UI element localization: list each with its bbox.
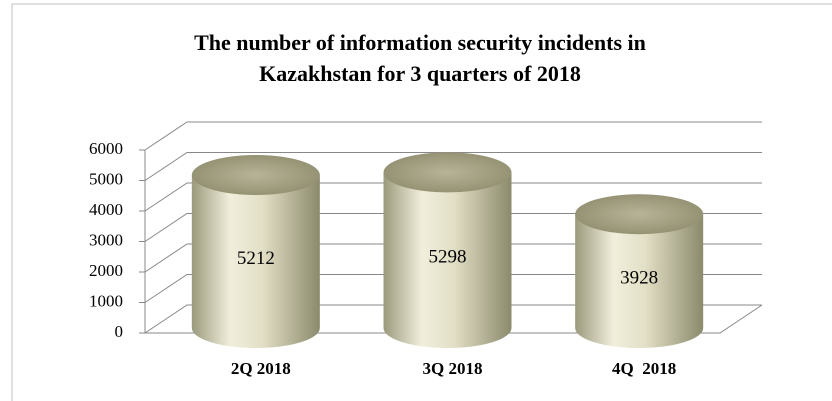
value-label: 5298: [429, 247, 467, 268]
cylinder-top: [575, 194, 704, 235]
cylinder: [191, 175, 320, 349]
floor-edge: [145, 304, 763, 334]
chart-title: Kazakhstan for 3 quarters of 2018: [259, 61, 581, 86]
value-label: 5212: [237, 248, 275, 269]
y-tick-label: 1000: [89, 291, 123, 310]
grid-line: [144, 213, 762, 242]
x-tick-label: 4Q 2018: [612, 359, 676, 378]
y-tick-label: 4000: [89, 200, 123, 219]
y-tick-label: 0: [115, 322, 124, 341]
grid-line: [144, 182, 762, 212]
x-tick-label: 2Q 2018: [231, 359, 291, 378]
x-tick-label: 3Q 2018: [423, 359, 483, 378]
y-tick-label: 2000: [89, 261, 123, 280]
y-tick-label: 3000: [89, 230, 123, 249]
cylinder: [575, 214, 704, 348]
y-tick-label: 6000: [89, 139, 123, 158]
cylinder: [383, 172, 512, 348]
y-tick-label: 5000: [89, 169, 123, 188]
cylinder-top: [383, 152, 512, 193]
grid-line: [144, 304, 762, 334]
value-label: 3928: [620, 267, 658, 288]
grid-line: [144, 121, 762, 151]
grid-line: [144, 152, 762, 181]
chart-title: The number of information security incid…: [194, 30, 646, 55]
chart-frame: [11, 3, 832, 401]
grid-line: [144, 274, 762, 303]
cylinder-top: [191, 155, 320, 196]
grid-line: [144, 243, 762, 273]
